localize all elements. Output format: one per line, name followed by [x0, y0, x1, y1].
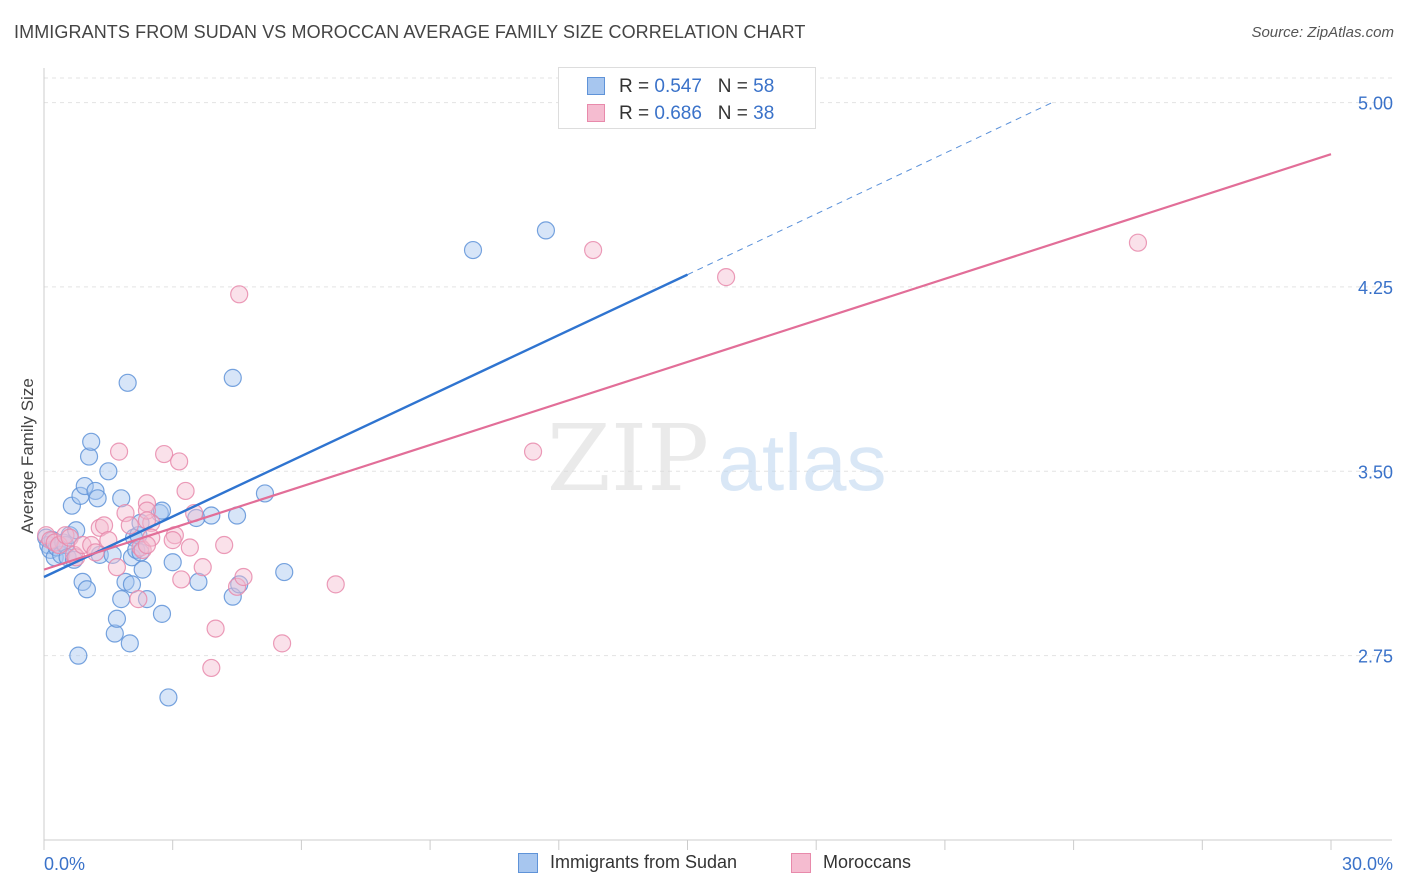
sudan-point — [120, 634, 139, 653]
moroccan-point — [170, 452, 189, 471]
y-tick-label: 5.00 — [1358, 94, 1393, 114]
r-value: 0.686 — [654, 103, 702, 124]
r-label: R = — [619, 76, 655, 97]
sudan-point — [79, 447, 99, 466]
moroccan-point — [94, 516, 114, 535]
moroccan-point — [523, 442, 543, 461]
sudan-point — [105, 624, 124, 643]
sudan-point — [536, 221, 556, 240]
moroccan-point — [717, 268, 736, 287]
legend-label-sudan: Immigrants from Sudan — [550, 852, 738, 872]
sudan-point — [77, 580, 97, 599]
sudan-trend-extension — [687, 102, 1053, 276]
y-tick-label: 4.25 — [1358, 278, 1393, 298]
r-value: 0.547 — [654, 76, 702, 97]
sudan-legend-swatch — [518, 853, 538, 873]
axis-layer — [43, 68, 1392, 850]
source-label: Source: ZipAtlas.com — [1251, 24, 1394, 41]
stats-legend: R = 0.547 N = 58 R = 0.686 N = 38 — [558, 67, 816, 129]
sudan-point — [112, 489, 131, 508]
moroccan-point — [137, 501, 157, 520]
sudan-point — [275, 562, 294, 582]
n-label: N = — [717, 76, 754, 97]
tick-label-layer: 2.75 3.50 4.25 5.00 0.0% 30.0% — [44, 94, 1393, 874]
x-tick-label: 30.0% — [1342, 854, 1393, 874]
sudan-point — [131, 543, 150, 562]
moroccan-point — [107, 558, 127, 577]
moroccan-point — [176, 481, 195, 501]
watermark: ZIP atlas — [547, 405, 887, 512]
moroccan-point — [120, 516, 139, 535]
moroccan-point — [234, 567, 253, 587]
sudan-point — [112, 590, 131, 609]
moroccan-point — [1128, 233, 1148, 252]
sudan-point — [159, 688, 178, 707]
sudan-point — [86, 481, 105, 501]
n-value: 58 — [753, 76, 775, 97]
moroccan-point — [326, 575, 345, 594]
sudan-swatch — [587, 77, 605, 95]
moroccan-point — [49, 535, 69, 555]
sudan-point — [99, 462, 118, 481]
r-label: R = — [619, 103, 655, 124]
sudan-point — [463, 240, 483, 260]
sudan-point — [133, 560, 152, 579]
moroccan-point — [215, 535, 234, 555]
moroccan-point — [584, 240, 603, 260]
sudan-point — [118, 373, 137, 392]
legend-label-moroccans: Moroccans — [823, 852, 912, 872]
sudan-point — [88, 489, 107, 508]
moroccan-point — [163, 531, 182, 550]
moroccan-point — [272, 634, 292, 653]
moroccans-swatch — [587, 104, 605, 122]
moroccan-point — [172, 570, 191, 589]
watermark-atlas: atlas — [718, 418, 887, 507]
y-tick-label: 2.75 — [1358, 647, 1393, 667]
moroccan-point — [230, 285, 249, 304]
trend-layer — [43, 102, 1332, 579]
moroccan-point — [227, 577, 247, 596]
moroccan-point — [155, 444, 174, 464]
moroccan-point — [129, 590, 148, 609]
moroccans-legend-swatch — [791, 853, 811, 873]
n-label: N = — [717, 103, 754, 124]
x-tick-label: 0.0% — [44, 854, 85, 874]
sudan-trend-line — [43, 273, 689, 579]
watermark-zip: ZIP — [547, 405, 709, 512]
moroccan-point — [206, 619, 225, 638]
stats-text: R = 0.547 N = 58 — [619, 76, 774, 98]
y-tick-label: 3.50 — [1358, 462, 1393, 482]
moroccan-point — [193, 558, 212, 577]
points-layer — [37, 221, 1148, 707]
sudan-point — [75, 476, 94, 496]
n-value: 38 — [753, 103, 775, 124]
sudan-point — [82, 432, 101, 451]
moroccan-point — [202, 658, 221, 678]
moroccan-point — [109, 442, 129, 461]
sudan-point — [69, 646, 88, 665]
sudan-point — [163, 553, 182, 572]
moroccan-trend-line — [43, 153, 1332, 571]
stats-text: R = 0.686 N = 38 — [619, 103, 774, 125]
sudan-point — [107, 609, 127, 628]
sudan-point — [152, 501, 172, 520]
moroccan-point — [180, 538, 199, 557]
chart-title: IMMIGRANTS FROM SUDAN VS MOROCCAN AVERAG… — [14, 22, 806, 42]
sudan-point — [152, 604, 172, 623]
sudan-point — [223, 368, 242, 387]
